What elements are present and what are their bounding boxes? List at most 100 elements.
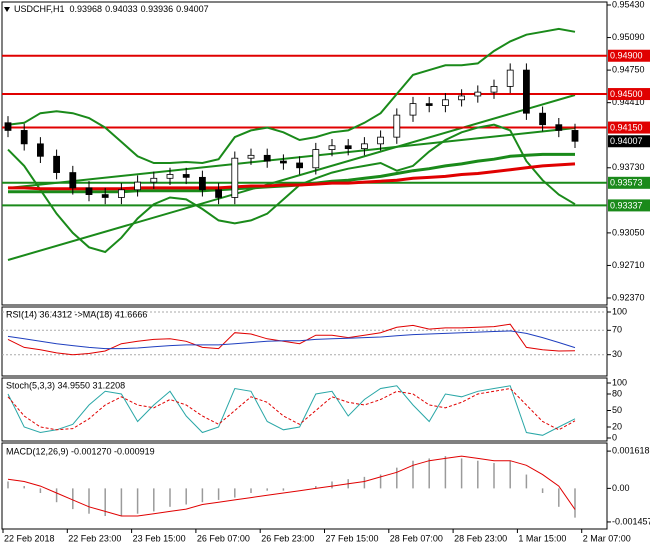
ohlc-value: 0.94007 (176, 4, 209, 14)
price-label-box (608, 49, 650, 62)
candle-body (312, 149, 320, 169)
trendline (7, 94, 576, 261)
y-tick-label: 20 (612, 421, 622, 431)
indicator-line (8, 162, 576, 191)
price-label-box (608, 176, 650, 189)
y-tick-label: 70 (612, 325, 622, 335)
trendline (7, 127, 576, 189)
panel-frame (1, 377, 608, 442)
y-tick-label: 0 (612, 432, 617, 442)
candle-body (118, 189, 125, 198)
candle-body (53, 155, 60, 173)
candle-body (344, 145, 352, 150)
candle-body (425, 103, 433, 106)
x-tick-label: 1 Mar 15:00 (518, 533, 566, 543)
candle-body (231, 157, 239, 198)
y-tick-label: 0.94750 (612, 64, 645, 74)
candle-body (4, 122, 12, 131)
indicator-line (7, 27, 576, 165)
ohlc-value: 0.93968 (70, 4, 103, 14)
y-tick-label: 0.95090 (612, 32, 645, 42)
y-tick-label: 0.92710 (612, 260, 645, 270)
y-tick-label: 0.92370 (612, 292, 645, 302)
x-tick-label: 28 Feb 07:00 (390, 533, 443, 543)
candle-body (571, 130, 579, 142)
y-tick-label: 0.93050 (612, 227, 645, 237)
candle-body (263, 154, 271, 162)
y-tick-label: -0.001457 (612, 516, 650, 526)
price-label-box (608, 135, 650, 148)
price-label: 0.94007 (610, 136, 643, 146)
candle-body (101, 194, 109, 198)
indicator-title: Stoch(5,3,3) 34.9550 31.2208 (6, 380, 125, 390)
y-tick-label: 0.001618 (612, 445, 650, 455)
candle-body (69, 172, 77, 189)
candle-body (134, 181, 142, 191)
x-tick-label: 26 Feb 07:00 (197, 533, 250, 543)
indicator-line (7, 385, 576, 436)
ohlc-value: 0.94033 (105, 4, 138, 14)
symbol: USDCHF,H1 (14, 4, 65, 14)
indicator-title: RSI(14) 36.4312 ->MA(18) 41.6666 (6, 309, 147, 319)
x-tick-label: 27 Feb 15:00 (326, 533, 379, 543)
candle-body (37, 143, 44, 157)
indicator-line (7, 123, 576, 254)
indicator-title: MACD(12,26,9) -0.001270 -0.000919 (6, 446, 155, 456)
candle-body (458, 95, 466, 101)
y-tick-label: 0.95430 (612, 0, 645, 9)
x-tick-label: 2 Mar 07:00 (583, 533, 631, 543)
ohlc-value: 0.93936 (141, 4, 174, 14)
panel-frame (1, 442, 608, 530)
candle-body (474, 91, 482, 97)
candle-body (539, 112, 546, 126)
candle-body (409, 103, 417, 116)
indicator-line (7, 323, 576, 356)
y-tick-label: 100 (612, 377, 627, 387)
y-tick-label: 80 (612, 388, 622, 398)
y-tick-label: 0.93730 (612, 162, 645, 172)
candle-body (198, 176, 206, 191)
candle-body (555, 124, 563, 131)
x-tick-label: 26 Feb 23:00 (261, 533, 314, 543)
candle-body (441, 99, 449, 106)
candle-body (20, 130, 28, 145)
x-tick-label: 23 Feb 15:00 (133, 533, 186, 543)
x-tick-label: 22 Feb 23:00 (68, 533, 121, 543)
x-tick-label: 22 Feb 2018 (4, 533, 55, 543)
y-tick-label: 0.00 (612, 483, 630, 493)
candle-body (393, 114, 401, 138)
candle-body (85, 187, 93, 195)
price-label: 0.93337 (610, 200, 643, 210)
price-label-box (608, 199, 650, 212)
candle-body (328, 145, 336, 150)
price-label: 0.94500 (610, 89, 643, 99)
y-tick-label: 0.94410 (612, 97, 645, 107)
candle-body (150, 177, 158, 183)
header-arrow (4, 7, 10, 12)
chart-header: USDCHF,H1 0.93968 0.94033 0.93936 0.94007 (14, 4, 209, 14)
candle-body (247, 154, 255, 159)
price-label-box (608, 88, 650, 101)
candle-body (506, 69, 514, 87)
candle-body (182, 174, 190, 178)
x-tick-label: 28 Feb 23:00 (454, 533, 507, 543)
price-label-box (608, 121, 650, 134)
price-label: 0.93573 (610, 178, 643, 188)
panel-frame (1, 306, 608, 377)
candle-body (296, 162, 304, 169)
candle-body (279, 160, 287, 164)
y-tick-label: 100 (612, 306, 627, 316)
y-tick-label: 30 (612, 349, 622, 359)
indicator-line (7, 330, 576, 350)
signal-line (7, 455, 576, 517)
candle-body (377, 136, 385, 145)
candle-body (523, 69, 530, 114)
price-label: 0.94900 (610, 51, 643, 61)
panel-frame (1, 1, 608, 306)
candle-body (166, 174, 174, 179)
candle-body (360, 143, 368, 150)
price-label: 0.94150 (610, 122, 643, 132)
candle-body (215, 189, 223, 198)
